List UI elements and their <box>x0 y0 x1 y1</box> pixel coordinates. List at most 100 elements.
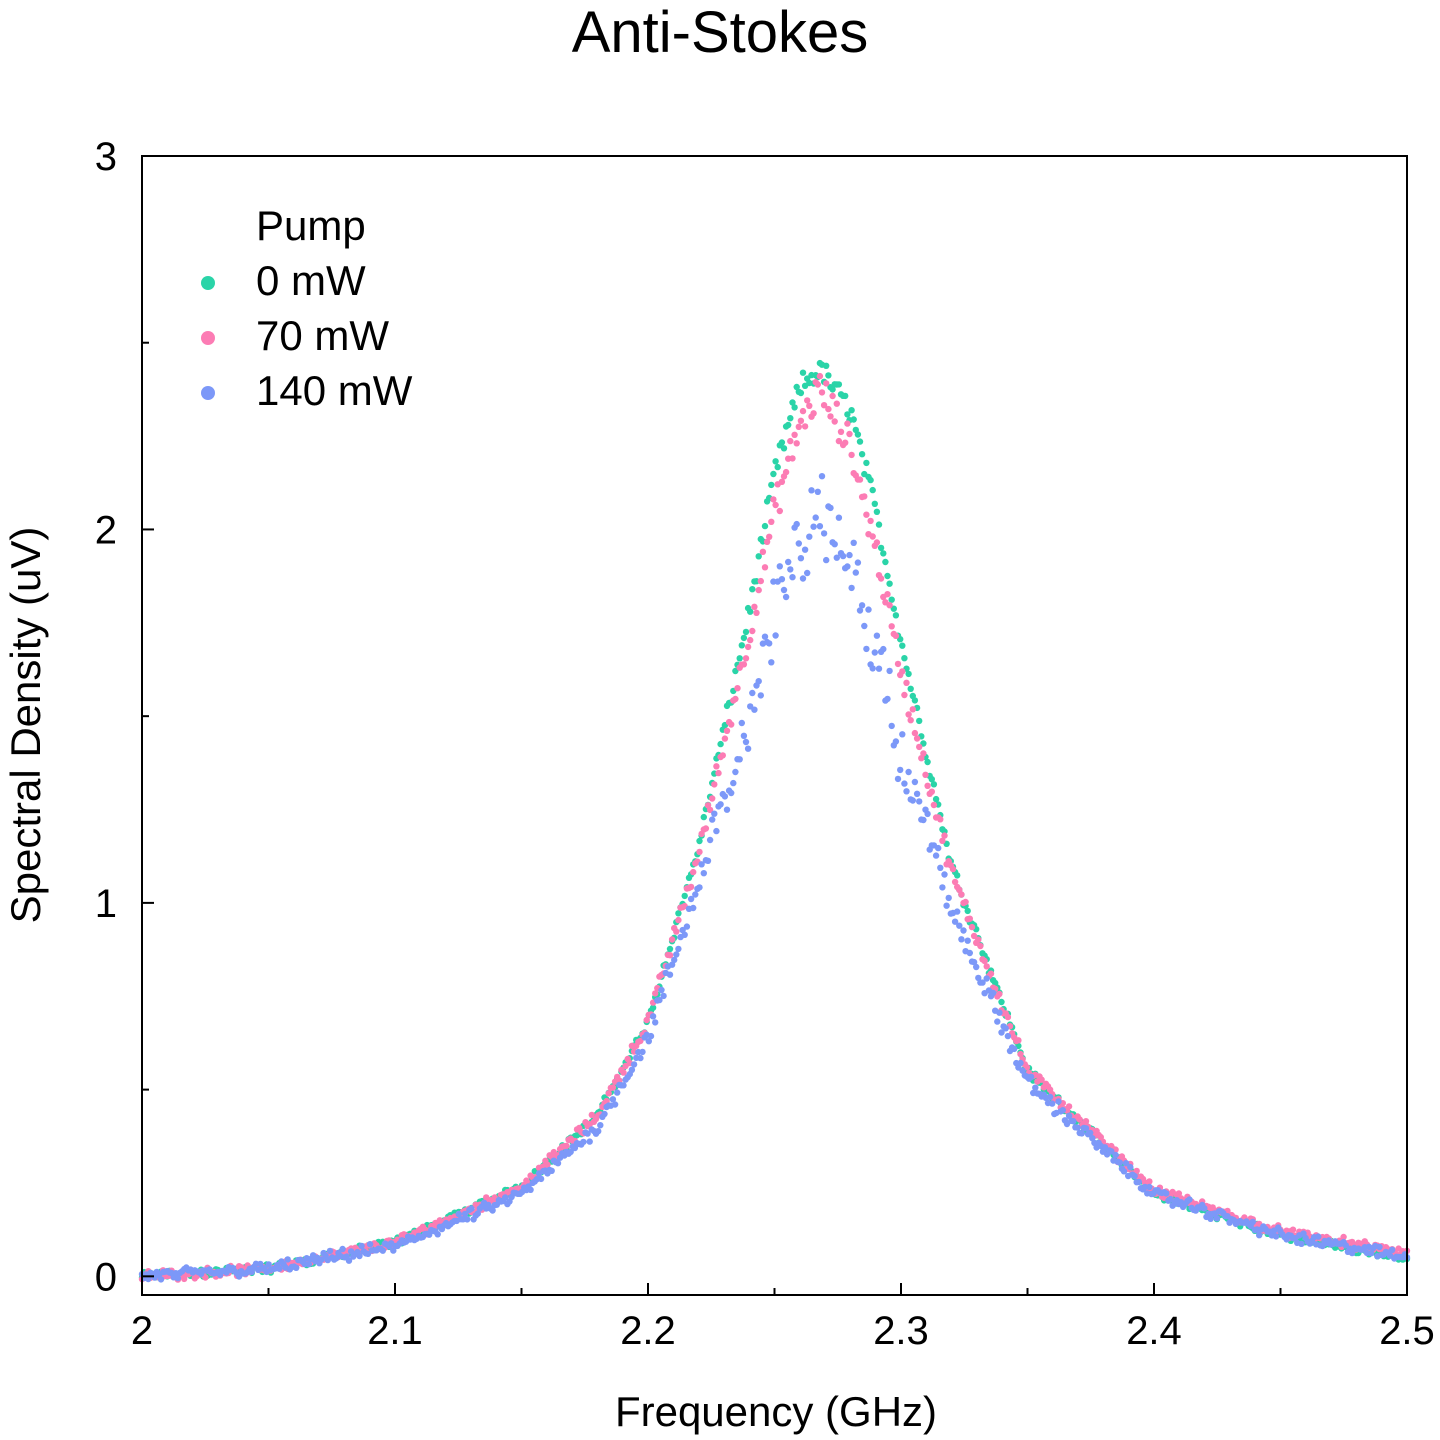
data-point <box>652 990 659 997</box>
data-point <box>835 514 843 521</box>
data-point <box>901 655 908 662</box>
data-point <box>768 518 775 525</box>
data-point <box>983 963 990 970</box>
data-point <box>897 636 904 643</box>
data-point <box>831 418 838 425</box>
data-point <box>844 411 851 418</box>
data-point <box>854 431 862 438</box>
data-point <box>905 670 912 678</box>
data-point <box>998 998 1005 1006</box>
data-point <box>675 945 682 953</box>
data-point <box>1175 1190 1183 1197</box>
data-point <box>1163 1190 1170 1197</box>
data-point <box>996 1009 1003 1016</box>
data-point <box>888 722 895 730</box>
data-point <box>797 555 805 562</box>
data-point <box>789 455 796 462</box>
data-point <box>1004 1013 1012 1021</box>
data-point <box>894 775 902 783</box>
data-point <box>757 577 764 585</box>
data-point <box>829 392 836 400</box>
data-point <box>145 1275 152 1283</box>
data-point <box>721 793 729 800</box>
data-point <box>742 628 750 636</box>
data-point <box>527 1186 534 1194</box>
data-point <box>780 445 788 452</box>
data-point <box>1131 1172 1138 1180</box>
data-point <box>816 372 824 380</box>
data-point <box>157 1276 165 1283</box>
data-point <box>1146 1178 1153 1185</box>
data-point <box>567 1148 574 1156</box>
data-point <box>924 810 931 818</box>
data-point <box>791 404 798 411</box>
data-point <box>293 1264 300 1272</box>
data-point <box>749 627 756 635</box>
data-point <box>696 884 703 891</box>
data-point <box>1004 1032 1012 1040</box>
data-point <box>1298 1240 1305 1248</box>
data-point <box>956 922 963 929</box>
data-point <box>588 1111 595 1119</box>
data-point <box>886 667 893 675</box>
data-point <box>537 1175 545 1183</box>
data-point <box>690 868 697 876</box>
data-point <box>827 504 834 512</box>
data-point <box>356 1252 363 1260</box>
data-point <box>810 410 817 417</box>
data-point <box>1017 1059 1024 1067</box>
data-point <box>1087 1129 1094 1137</box>
data-point <box>630 1061 638 1068</box>
data-point <box>842 392 849 400</box>
data-point <box>901 780 908 787</box>
data-point <box>554 1160 562 1167</box>
data-point <box>736 655 743 662</box>
data-point <box>852 569 859 576</box>
data-point <box>571 1144 579 1152</box>
data-point <box>945 894 952 902</box>
data-point <box>818 473 826 480</box>
data-point <box>797 389 805 397</box>
data-point <box>723 727 731 734</box>
data-point <box>799 369 807 376</box>
data-point <box>913 735 921 742</box>
data-point <box>954 908 961 915</box>
data-point <box>909 706 916 713</box>
data-point <box>742 655 750 662</box>
data-point <box>825 372 832 379</box>
data-point <box>804 569 811 577</box>
data-point <box>761 522 769 530</box>
data-point <box>658 986 665 994</box>
data-point <box>434 1231 441 1238</box>
data-point <box>770 470 777 478</box>
data-point <box>1127 1163 1134 1171</box>
data-point <box>637 1054 644 1062</box>
data-point <box>941 871 948 878</box>
data-point <box>806 402 813 409</box>
data-point <box>829 386 836 393</box>
data-point <box>960 927 967 934</box>
data-point <box>751 603 758 610</box>
data-point <box>740 661 748 668</box>
legend-marker-140mw <box>201 386 215 400</box>
data-point <box>939 884 946 891</box>
data-point <box>958 936 965 943</box>
data-point <box>637 1037 644 1045</box>
y-axis-ticks: 0 1 2 3 <box>95 135 154 1299</box>
data-point <box>989 989 997 997</box>
data-point <box>871 500 878 507</box>
data-point <box>768 481 775 489</box>
data-point <box>920 750 927 757</box>
data-point <box>1122 1160 1130 1167</box>
x-tick-label: 2.3 <box>873 1309 929 1353</box>
data-point <box>964 907 971 915</box>
data-point <box>831 541 838 548</box>
data-point <box>776 507 783 515</box>
data-point <box>939 837 946 844</box>
data-point <box>996 990 1003 998</box>
data-point <box>778 478 786 485</box>
data-point <box>884 695 891 703</box>
data-point <box>905 768 912 776</box>
data-point <box>730 779 737 787</box>
data-point <box>609 1096 617 1103</box>
